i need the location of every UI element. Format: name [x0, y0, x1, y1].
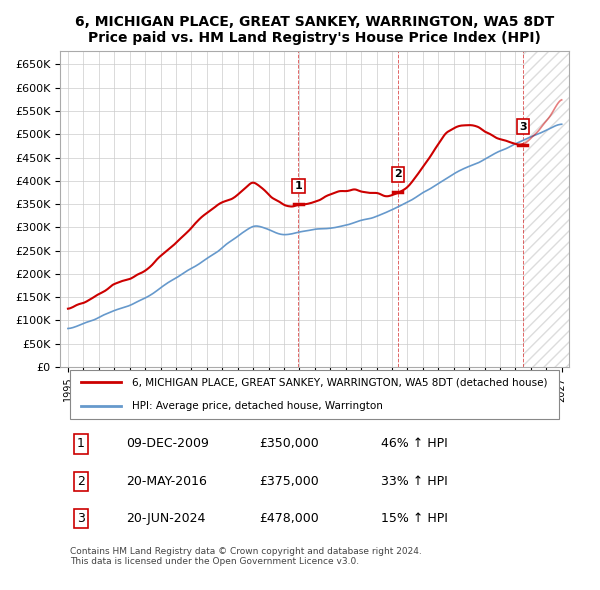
Text: 3: 3 [77, 512, 85, 525]
Text: 20-MAY-2016: 20-MAY-2016 [127, 475, 207, 488]
Text: £350,000: £350,000 [259, 437, 319, 450]
Text: 33% ↑ HPI: 33% ↑ HPI [381, 475, 448, 488]
FancyBboxPatch shape [70, 370, 559, 418]
Text: £375,000: £375,000 [259, 475, 319, 488]
Text: 1: 1 [77, 437, 85, 450]
Text: 09-DEC-2009: 09-DEC-2009 [127, 437, 209, 450]
Text: 1: 1 [295, 181, 302, 191]
Text: 6, MICHIGAN PLACE, GREAT SANKEY, WARRINGTON, WA5 8DT (detached house): 6, MICHIGAN PLACE, GREAT SANKEY, WARRING… [131, 377, 547, 387]
Text: £478,000: £478,000 [259, 512, 319, 525]
Text: HPI: Average price, detached house, Warrington: HPI: Average price, detached house, Warr… [131, 401, 382, 411]
Text: 46% ↑ HPI: 46% ↑ HPI [381, 437, 448, 450]
Text: 15% ↑ HPI: 15% ↑ HPI [381, 512, 448, 525]
Text: 2: 2 [394, 169, 401, 179]
Text: 20-JUN-2024: 20-JUN-2024 [127, 512, 206, 525]
Text: 3: 3 [519, 122, 526, 132]
Text: 2: 2 [77, 475, 85, 488]
Title: 6, MICHIGAN PLACE, GREAT SANKEY, WARRINGTON, WA5 8DT
Price paid vs. HM Land Regi: 6, MICHIGAN PLACE, GREAT SANKEY, WARRING… [75, 15, 554, 45]
Text: Contains HM Land Registry data © Crown copyright and database right 2024.
This d: Contains HM Land Registry data © Crown c… [70, 546, 422, 566]
